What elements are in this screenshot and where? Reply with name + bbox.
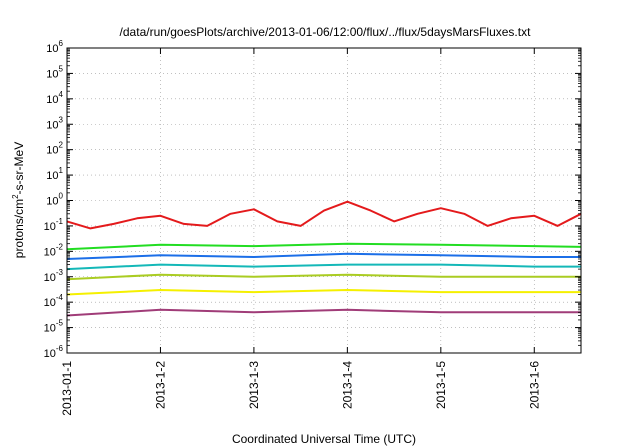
series-line	[66, 263, 581, 271]
axis-ticks: 10-6 10-5 10-4 10-3 10-2 10-1 100 101 102 103 104 1…	[44, 39, 581, 416]
series-line	[66, 308, 581, 317]
y-tick-label: 106	[46, 39, 63, 55]
series-line	[66, 252, 581, 260]
x-tick-label: 2013-1-6	[527, 361, 541, 409]
x-tick-label: 2013-1-4	[340, 361, 354, 409]
x-axis-label: Coordinated Universal Time (UTC)	[232, 432, 416, 446]
series-line	[66, 289, 581, 296]
x-tick-label: 2013-1-2	[153, 361, 167, 409]
y-axis-label: protons/cm2-s-sr-MeV	[11, 142, 26, 258]
x-tick-label: 2013-01-1	[60, 361, 74, 416]
series-line	[66, 273, 581, 281]
y-tick-label: 10-1	[44, 217, 64, 233]
x-tick-label: 2013-1-5	[434, 361, 448, 409]
y-tick-label: 103	[46, 115, 63, 131]
y-tick-label: 104	[46, 90, 63, 106]
y-tick-label: 10-4	[44, 293, 64, 309]
series-line	[66, 242, 582, 251]
y-tick-label: 105	[46, 64, 63, 80]
y-tick-label: 102	[46, 141, 63, 157]
chart-title: /data/run/goesPlots/archive/2013-01-06/1…	[120, 25, 532, 39]
y-tick-label: 101	[46, 166, 63, 182]
x-tick-label: 2013-1-3	[247, 361, 261, 409]
series-lines	[66, 200, 582, 317]
y-tick-label: 10-6	[44, 344, 64, 360]
series-line	[66, 200, 582, 230]
grid-lines	[67, 48, 581, 353]
y-tick-label: 10-2	[44, 242, 64, 258]
y-tick-label: 100	[46, 192, 63, 208]
y-tick-label: 10-5	[44, 319, 64, 335]
y-tick-label: 10-3	[44, 268, 64, 284]
